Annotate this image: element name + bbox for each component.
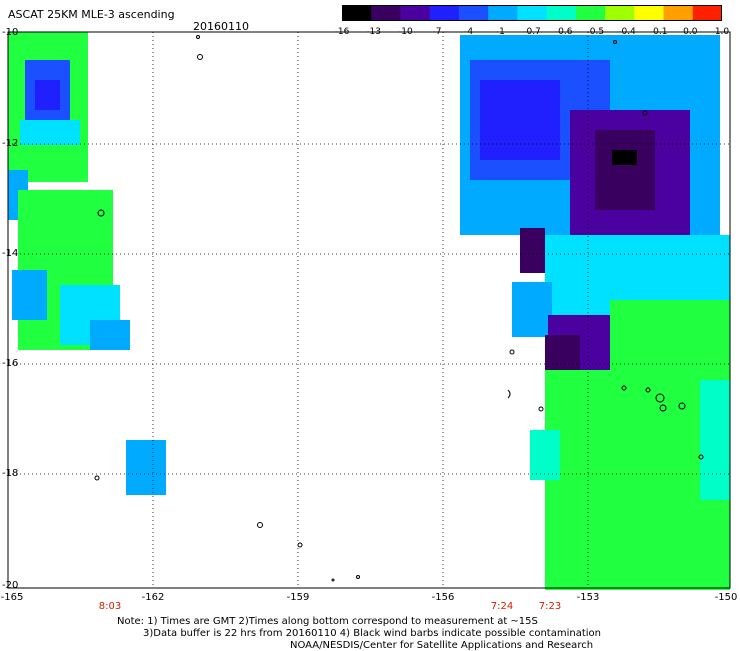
colorbar-label: -1 xyxy=(495,27,505,37)
colorbar-label: -16 xyxy=(334,27,350,37)
x-tick-label: -153 xyxy=(576,592,600,603)
colorbar-labels: -16 -13 -10 -7 -4 -1 -0.7 -0.6 -0.5 -0.4 -0.1 0.0 1.… xyxy=(330,27,740,39)
note-line-1: Note: 1) Times are GMT 2)Times along bot… xyxy=(117,616,538,627)
note-line-3: NOAA/NESDIS/Center for Satellite Applica… xyxy=(290,640,594,651)
colorbar-label: -0.4 xyxy=(618,27,636,37)
y-tick-label: -18 xyxy=(2,468,19,479)
x-tick-label: -165 xyxy=(0,592,24,603)
time-label: 7:23 xyxy=(538,601,562,612)
colorbar-segment xyxy=(605,5,635,21)
colorbar-label: -13 xyxy=(366,27,382,37)
colorbar-segment xyxy=(517,5,548,21)
right-swath xyxy=(460,35,730,590)
map-title: ASCAT 25KM MLE-3 ascending xyxy=(8,8,175,21)
island-outlines xyxy=(94,35,704,582)
grid xyxy=(8,32,730,588)
colorbar-segment xyxy=(692,5,722,21)
plot-frame xyxy=(7,31,731,589)
colorbar-segment xyxy=(488,5,518,21)
colorbar-label: -10 xyxy=(397,27,413,37)
colorbar-label: 1.0 xyxy=(714,27,730,37)
colorbar-label: -0.6 xyxy=(554,27,573,37)
colorbar-label: -0.1 xyxy=(649,27,668,37)
colorbar-segment xyxy=(400,5,431,21)
colorbar-label: -7 xyxy=(432,27,442,37)
colorbar-segment xyxy=(458,5,489,21)
colorbar-segment xyxy=(575,5,606,21)
note-line-2: 3)Data buffer is 22 hrs from 20160110 4)… xyxy=(143,628,601,639)
time-label: 7:24 xyxy=(490,601,514,612)
colorbar-segment xyxy=(546,5,577,21)
y-tick-label: -14 xyxy=(2,248,19,259)
y-tick-label: -20 xyxy=(2,580,19,591)
time-label: 8:03 xyxy=(98,601,122,612)
left-swath xyxy=(8,32,166,495)
y-tick-label: -12 xyxy=(2,138,19,149)
colorbar-segment xyxy=(663,5,694,21)
colorbar-label: -0.7 xyxy=(523,27,541,37)
map-date: 20160110 xyxy=(193,20,249,33)
x-tick-label: -159 xyxy=(286,592,310,603)
y-tick-label: -16 xyxy=(2,358,19,369)
colorbar-frame xyxy=(342,5,722,21)
colorbar-label: -4 xyxy=(464,27,474,37)
colorbar-segment xyxy=(429,5,460,21)
y-tick-label: -10 xyxy=(2,27,19,38)
x-tick-label: -150 xyxy=(714,592,738,603)
colorbar xyxy=(342,5,722,21)
colorbar-segment xyxy=(371,5,401,21)
colorbar-label: -0.5 xyxy=(586,27,605,37)
colorbar-segment xyxy=(634,5,665,21)
colorbar-label: 0.0 xyxy=(683,27,698,37)
colorbar-segment xyxy=(342,5,372,21)
x-tick-label: -162 xyxy=(141,592,165,603)
x-tick-label: -156 xyxy=(431,592,455,603)
